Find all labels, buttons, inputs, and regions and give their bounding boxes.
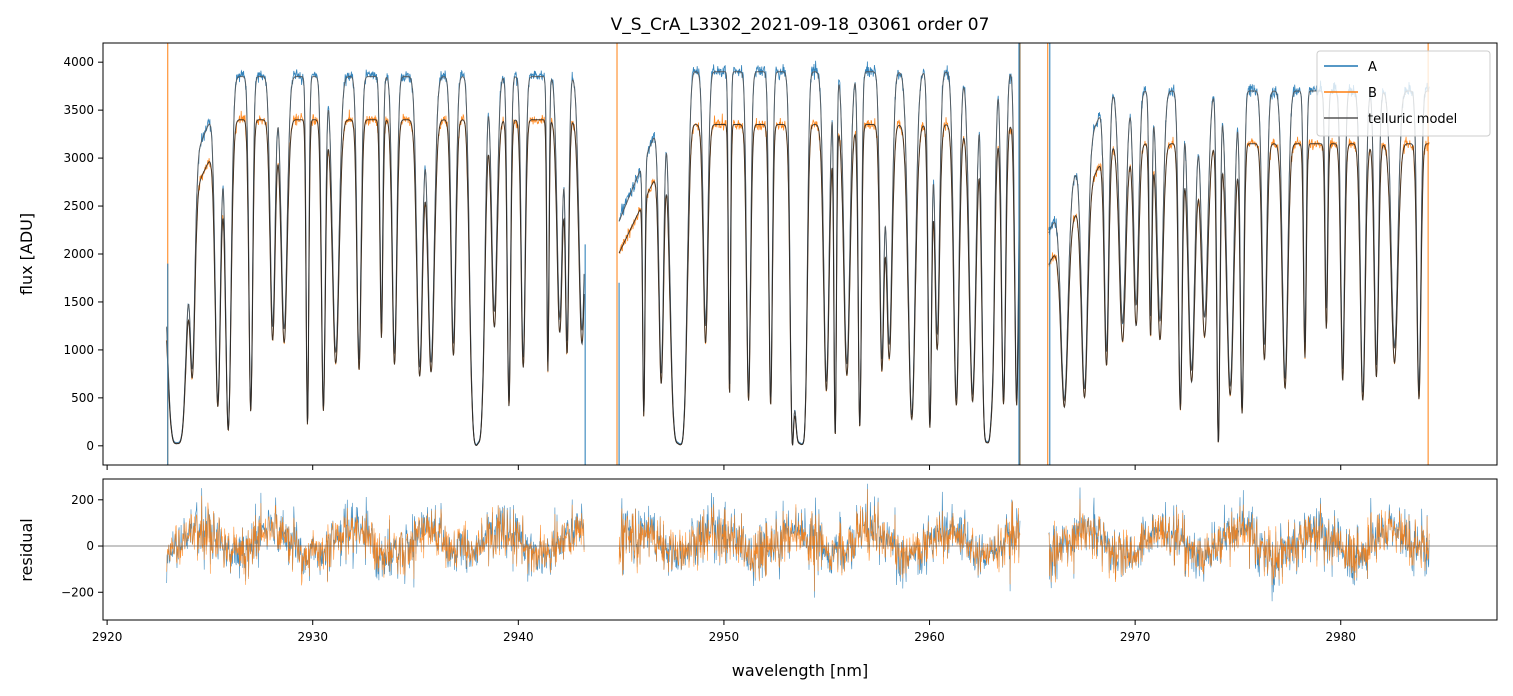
- y-tick-label: 3500: [63, 103, 94, 117]
- chart-title: V_S_CrA_L3302_2021-09-18_03061 order 07: [611, 15, 990, 35]
- telluric-model-b-line: [1048, 143, 1430, 443]
- residual-ylabel: residual: [17, 518, 36, 581]
- residual-b-line: [618, 489, 1021, 592]
- y-tick-label: 1500: [63, 295, 94, 309]
- residual-y-tick-label: 200: [71, 493, 94, 507]
- y-tick-label: 2500: [63, 199, 94, 213]
- legend-label-b: B: [1368, 86, 1377, 101]
- telluric-model-b-line: [618, 124, 1021, 446]
- residual-b-line: [1048, 498, 1430, 586]
- x-tick-label: 2920: [92, 630, 123, 644]
- telluric-model-a-line: [166, 76, 585, 446]
- legend-label-telluric: telluric model: [1368, 112, 1457, 127]
- y-tick-label: 3000: [63, 151, 94, 165]
- telluric-model-a-line: [1048, 90, 1430, 442]
- spectrum-axes-frame: [102, 42, 1498, 466]
- x-tick-label: 2960: [914, 630, 945, 644]
- legend-label-a: A: [1368, 60, 1377, 75]
- residual-b-line: [166, 495, 585, 586]
- y-tick-label: 0: [86, 439, 94, 453]
- legend: A B telluric model: [1316, 50, 1491, 137]
- x-axis-label: wavelength [nm]: [732, 661, 869, 680]
- residual-axes-frame: [102, 478, 1498, 621]
- residual-y-tick-label: −200: [61, 585, 94, 599]
- legend-frame: [1316, 50, 1491, 137]
- y-tick-label: 4000: [63, 55, 94, 69]
- spectrum-ylabel: flux [ADU]: [17, 213, 36, 295]
- residual-y-tick-label: 0: [86, 539, 94, 553]
- spectrum-panel: 0 500 1000 1500 2000 2500 3000 3500 4000 flux [A…: [17, 42, 1498, 470]
- y-tick-label: 2000: [63, 247, 94, 261]
- x-tick-label: 2970: [1120, 630, 1151, 644]
- x-tick-label: 2980: [1325, 630, 1356, 644]
- x-tick-label: 2940: [503, 630, 534, 644]
- y-tick-label: 1000: [63, 343, 94, 357]
- telluric-model-b-line: [166, 119, 585, 446]
- y-tick-label: 500: [71, 391, 94, 405]
- x-tick-label: 2950: [709, 630, 740, 644]
- x-tick-label: 2930: [297, 630, 328, 644]
- residual-panel: −200 0 200 2920 2930 2940 2950 2960 2970 2980 re…: [17, 478, 1498, 644]
- series-b-line: [618, 113, 1021, 446]
